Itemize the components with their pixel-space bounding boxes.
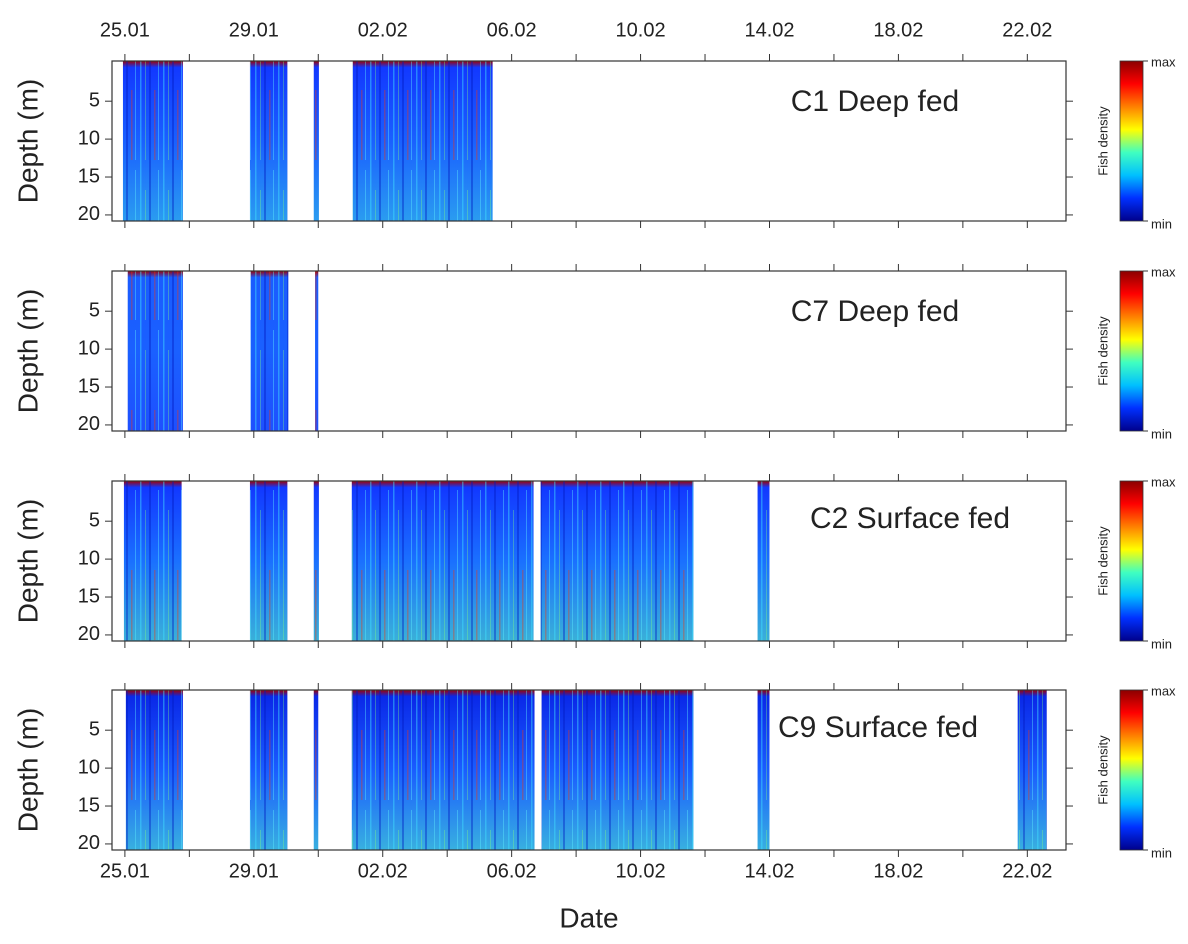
echogram-texture	[313, 481, 319, 641]
echogram-texture	[127, 271, 183, 431]
echogram-texture	[351, 481, 534, 641]
y-axis-label: Depth (m)	[12, 289, 43, 413]
colorbar-label: Fish density	[1095, 106, 1110, 176]
colorbar-max: max	[1151, 474, 1176, 489]
x-tick-label: 18.02	[873, 860, 923, 882]
echogram-texture	[122, 61, 183, 221]
y-axis-label: Depth (m)	[12, 708, 43, 832]
x-tick-label: 25.01	[100, 860, 150, 882]
colorbar-min: min	[1151, 426, 1172, 441]
echogram-texture	[313, 61, 319, 221]
plot-frame	[111, 270, 1067, 432]
echogram-texture	[540, 481, 694, 641]
echogram-texture	[249, 481, 288, 641]
y-tick-label: 5	[89, 718, 100, 740]
y-axis-label: Depth (m)	[12, 499, 43, 623]
colorbar-max: max	[1151, 54, 1176, 69]
echogram-texture	[250, 271, 289, 431]
echogram-texture	[249, 690, 288, 850]
plot-frame	[111, 60, 1067, 222]
colorbar-min: min	[1151, 216, 1172, 231]
colorbar-min: min	[1151, 636, 1172, 651]
plot-frame	[111, 480, 1067, 642]
colorbar-label: Fish density	[1095, 526, 1110, 596]
colorbar	[1119, 689, 1144, 851]
y-tick-label: 5	[89, 509, 100, 531]
y-tick-label: 15	[78, 165, 100, 187]
colorbar-max: max	[1151, 264, 1176, 279]
y-tick-label: 20	[78, 832, 100, 854]
x-tick-label: 22.02	[1002, 860, 1052, 882]
panel-label: C1 Deep fed	[791, 85, 959, 118]
x-tick-label: 22.02	[1002, 19, 1052, 41]
y-axis-label: Depth (m)	[12, 79, 43, 203]
x-tick-label: 18.02	[873, 19, 923, 41]
colorbar	[1119, 270, 1144, 432]
plot-frame	[111, 689, 1067, 851]
echogram-texture	[249, 61, 288, 221]
colorbar-label: Fish density	[1095, 316, 1110, 386]
colorbar-label: Fish density	[1095, 735, 1110, 805]
echogram-texture	[757, 690, 770, 850]
x-tick-label: 14.02	[744, 860, 794, 882]
x-tick-label: 06.02	[487, 860, 537, 882]
y-tick-label: 20	[78, 413, 100, 435]
y-tick-label: 15	[78, 794, 100, 816]
echogram-texture	[123, 481, 182, 641]
x-tick-label: 14.02	[744, 19, 794, 41]
y-tick-label: 5	[89, 299, 100, 321]
x-tick-label: 10.02	[616, 860, 666, 882]
x-tick-label: 29.01	[229, 19, 279, 41]
echogram-texture	[541, 690, 694, 850]
panel-label: C9 Surface fed	[778, 711, 978, 744]
x-tick-label: 02.02	[358, 19, 408, 41]
colorbar	[1119, 60, 1144, 222]
echogram-texture	[1017, 690, 1047, 850]
x-tick-label: 25.01	[100, 19, 150, 41]
y-tick-label: 10	[78, 127, 100, 149]
y-tick-label: 15	[78, 375, 100, 397]
echogram-texture	[757, 481, 770, 641]
y-tick-label: 15	[78, 585, 100, 607]
x-tick-label: 06.02	[487, 19, 537, 41]
x-tick-label: 02.02	[358, 860, 408, 882]
echogram-texture	[352, 61, 493, 221]
colorbar	[1119, 480, 1144, 642]
echogram-texture	[315, 271, 319, 431]
y-tick-label: 10	[78, 756, 100, 778]
colorbar-max: max	[1151, 683, 1176, 698]
panel-label: C2 Surface fed	[810, 502, 1010, 535]
y-tick-label: 20	[78, 203, 100, 225]
y-tick-label: 10	[78, 337, 100, 359]
y-tick-label: 10	[78, 547, 100, 569]
echogram-texture	[313, 690, 319, 850]
echogram-texture	[125, 690, 183, 850]
x-axis-label: Date	[559, 902, 618, 933]
echogram-texture	[351, 690, 535, 850]
x-tick-label: 29.01	[229, 860, 279, 882]
y-tick-label: 20	[78, 623, 100, 645]
y-tick-label: 5	[89, 89, 100, 111]
panel-label: C7 Deep fed	[791, 295, 959, 328]
x-tick-label: 10.02	[616, 19, 666, 41]
colorbar-min: min	[1151, 845, 1172, 860]
